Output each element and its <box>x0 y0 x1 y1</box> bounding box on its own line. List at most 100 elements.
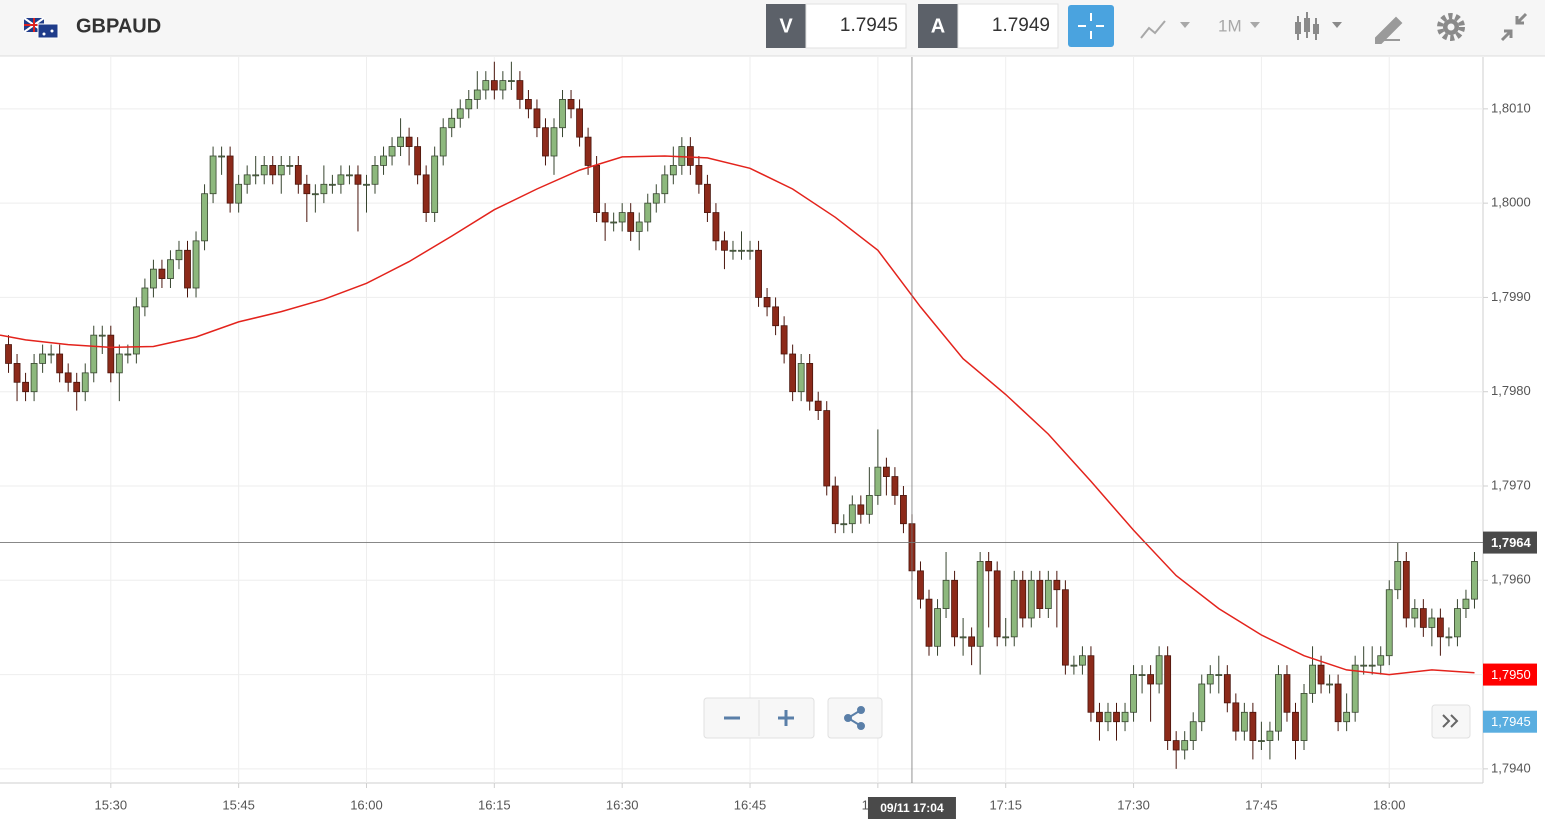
candle-body <box>490 80 498 91</box>
settings-button[interactable] <box>1437 13 1465 41</box>
candle-body <box>746 249 754 252</box>
candle-body <box>1377 655 1385 666</box>
crosshair-button[interactable] <box>1068 5 1114 47</box>
candle-body <box>644 202 652 223</box>
candle-body <box>1436 617 1444 638</box>
scroll-end-button[interactable] <box>1431 704 1471 739</box>
candle-body <box>533 108 541 129</box>
candle-body <box>976 561 984 647</box>
candle-body <box>1317 664 1325 685</box>
candle-body <box>1462 598 1470 609</box>
draw-button[interactable] <box>1375 16 1403 44</box>
candle-body <box>1198 683 1206 723</box>
candle-body <box>797 363 805 393</box>
candle-body <box>900 495 907 525</box>
candle-body <box>857 504 865 515</box>
ask-badge[interactable] <box>918 4 958 48</box>
candle-body <box>1326 683 1333 686</box>
candle-body <box>831 485 839 525</box>
candle-body <box>712 212 720 242</box>
candle-body <box>806 363 814 402</box>
candle-body <box>780 325 788 355</box>
candle-body <box>814 400 822 411</box>
collapse-button[interactable] <box>1500 12 1528 42</box>
candle-body <box>763 297 771 308</box>
bid-box[interactable] <box>805 3 907 49</box>
candle-body <box>286 165 294 167</box>
ask-price: 1.7949 <box>992 15 1050 36</box>
candle-body <box>1368 664 1376 667</box>
candle-body <box>499 80 507 91</box>
candle-body <box>686 146 694 166</box>
candle-body <box>1300 693 1308 741</box>
candle-body <box>661 174 669 195</box>
zoom-in[interactable] <box>778 710 794 726</box>
candle-body <box>1343 711 1351 723</box>
timeframe[interactable]: 1M <box>1218 16 1242 35</box>
bid-badge[interactable] <box>766 4 806 48</box>
candle-body <box>47 353 55 356</box>
candle-body <box>755 249 762 298</box>
crosshair-x-label: 09/11 17:04 <box>880 801 944 815</box>
candle-body <box>1036 579 1044 609</box>
candle-body <box>1053 579 1061 591</box>
bid-label: V <box>779 15 793 37</box>
candle-body <box>1079 655 1086 666</box>
candle-body <box>576 108 583 138</box>
candle-body <box>985 561 993 572</box>
candle-body <box>303 183 311 195</box>
candle-body <box>431 155 439 213</box>
candle-body <box>516 80 524 100</box>
candle-body <box>56 353 64 374</box>
candle-body <box>277 165 285 176</box>
candle-body <box>1249 711 1257 741</box>
candle-style-button[interactable] <box>1295 12 1342 40</box>
candle-body <box>1019 579 1027 619</box>
candle-body <box>1411 608 1419 619</box>
candle-body <box>1292 711 1299 741</box>
candle-body <box>721 240 728 251</box>
candle-body <box>567 99 575 110</box>
candle-body <box>141 287 149 308</box>
candle-body <box>610 221 618 224</box>
candle-body <box>865 495 873 515</box>
x-tick-label: 15:45 <box>222 797 255 812</box>
candle-body <box>311 193 319 196</box>
candle-body <box>1385 589 1393 657</box>
candle-body <box>1104 711 1112 723</box>
candle-body <box>618 212 626 223</box>
y-tick-label: 1,7960 <box>1491 572 1531 587</box>
ask-box[interactable] <box>957 3 1059 49</box>
x-tick-label: 17:30 <box>1117 797 1150 812</box>
candle-body <box>465 99 473 110</box>
price-label-box <box>1483 663 1537 686</box>
x-tick-label: 18:00 <box>1373 797 1406 812</box>
candle-body <box>848 504 856 525</box>
candle-body <box>107 334 115 374</box>
share-button[interactable] <box>827 697 883 739</box>
candle-body <box>328 183 336 186</box>
y-tick-label: 1,8010 <box>1491 100 1531 115</box>
candle-body <box>1147 674 1155 685</box>
crosshair-y-box <box>1483 531 1537 554</box>
candle-body <box>439 127 447 157</box>
candle-body <box>550 127 558 157</box>
candle-body <box>175 249 183 261</box>
candle-body <box>695 165 703 185</box>
ask-label: A <box>931 15 945 37</box>
candle-body <box>405 136 413 147</box>
candle-body <box>1223 674 1231 704</box>
candle-body <box>1402 561 1410 619</box>
candle-body <box>1189 721 1197 741</box>
candle-body <box>337 174 345 185</box>
chart-type-button[interactable] <box>1140 20 1190 39</box>
candle-body <box>1206 674 1214 685</box>
candle-body <box>1113 711 1120 723</box>
y-tick-label: 1,7940 <box>1491 760 1531 775</box>
candle-body <box>1266 730 1274 741</box>
candle-body <box>482 80 490 91</box>
candle-body <box>354 174 362 185</box>
candle-body <box>1215 674 1223 676</box>
candle-body <box>772 306 779 327</box>
candle-body <box>252 174 260 177</box>
